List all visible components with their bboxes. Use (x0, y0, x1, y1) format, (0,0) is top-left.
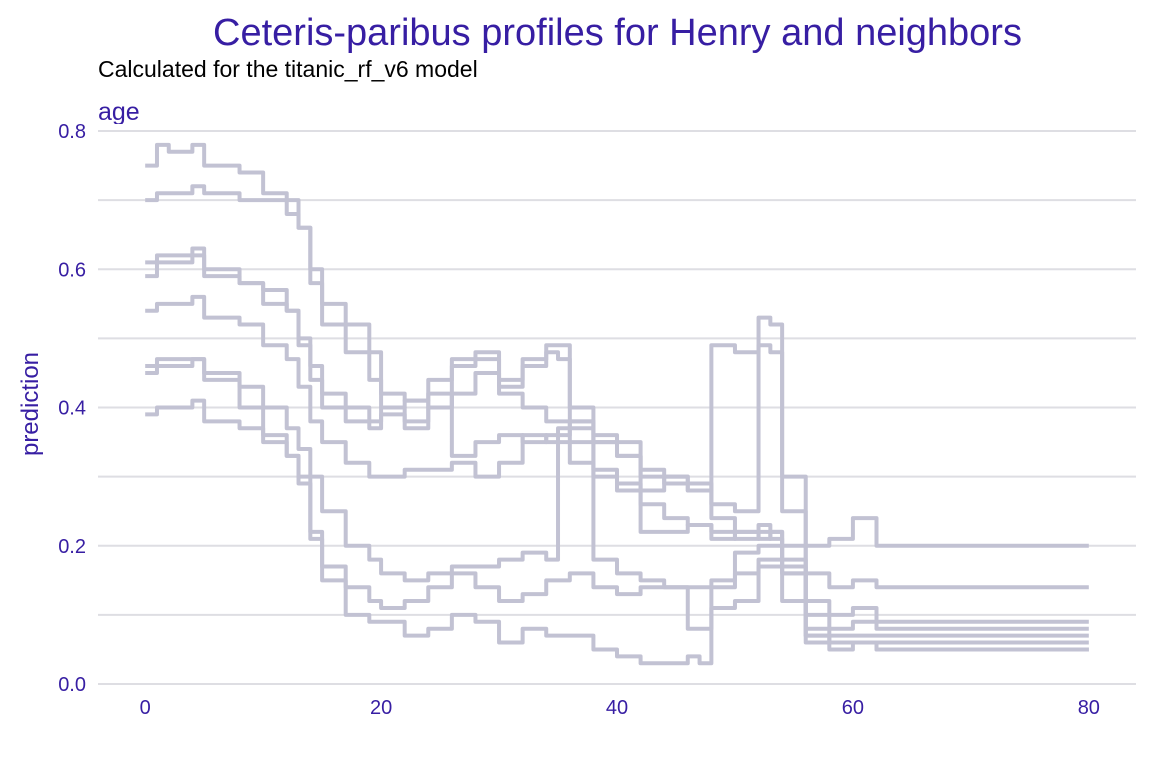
series-lines (145, 142, 1089, 666)
x-tick-label: 40 (606, 697, 628, 719)
profile-line (145, 294, 1089, 638)
x-tick-label: 80 (1078, 697, 1100, 719)
y-tick-labels: 0.0 0.2 0.4 0.6 0.8 (58, 121, 86, 696)
x-tick-label: 60 (842, 697, 864, 719)
profile-line (145, 246, 1089, 624)
y-tick-label: 0.8 (58, 121, 86, 143)
y-tick-label: 0.0 (58, 674, 86, 696)
profile-line (145, 398, 1089, 666)
y-tick-label: 0.2 (58, 536, 86, 558)
profile-line (145, 357, 1089, 652)
facet-label: age (98, 98, 140, 124)
profile-line (145, 184, 1089, 590)
profile-line (145, 357, 1089, 645)
y-tick-label: 0.4 (58, 398, 86, 420)
chart-title: Ceteris-paribus profiles for Henry and n… (213, 12, 1022, 54)
chart-subtitle: Calculated for the titanic_rf_v6 model (98, 56, 478, 82)
y-tick-label: 0.6 (58, 259, 86, 281)
x-tick-labels: 0 20 40 60 80 (140, 697, 1100, 719)
x-tick-label: 0 (140, 697, 151, 719)
x-tick-label: 20 (370, 697, 392, 719)
